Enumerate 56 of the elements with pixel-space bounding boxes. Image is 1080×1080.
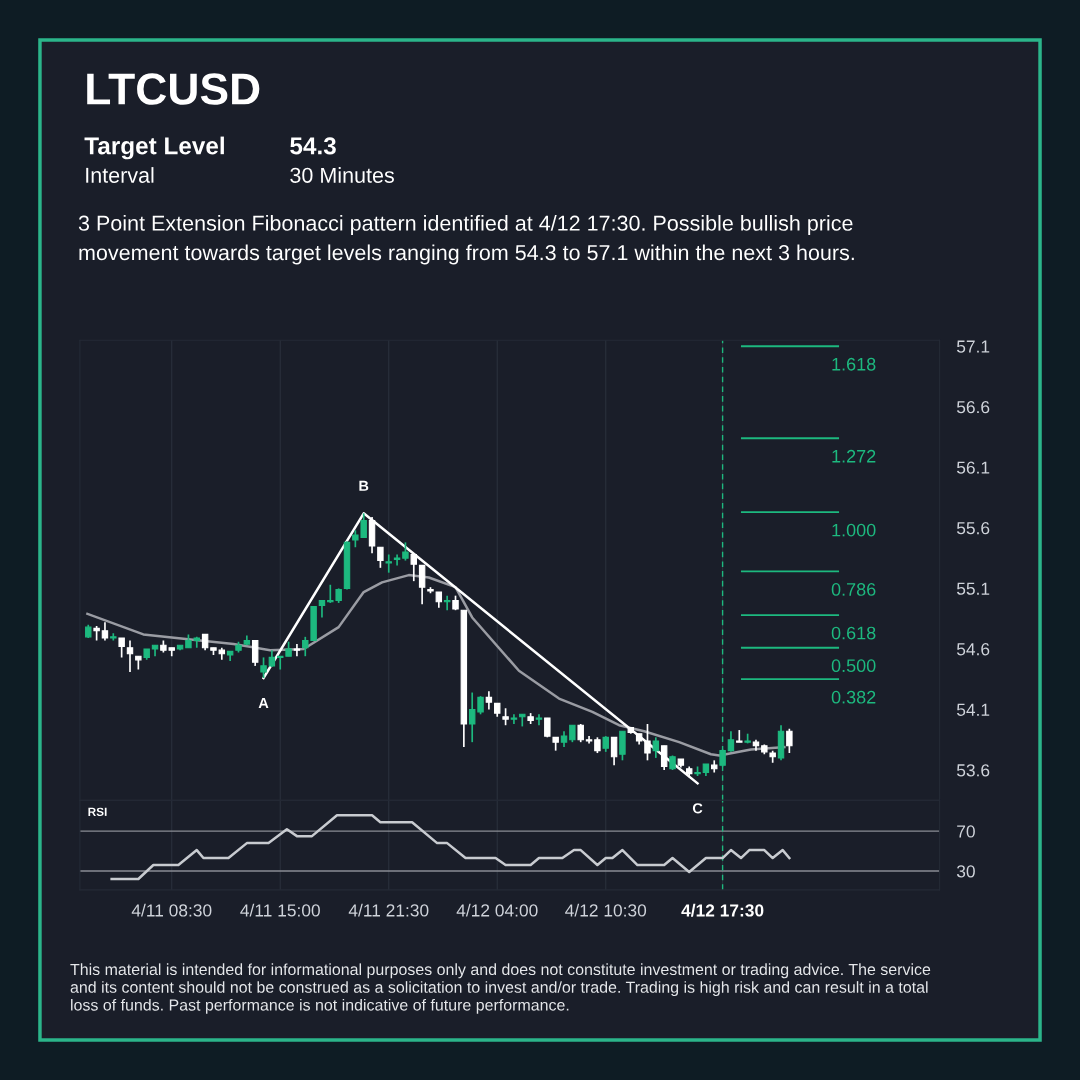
x-tick-label: 4/12 17:30 [681,903,764,917]
y-tick-label: 55.1 [956,582,990,595]
candlestick [786,728,793,754]
x-tick-label: 4/11 21:30 [348,903,429,917]
candlestick [660,744,668,771]
annotation: B [359,480,369,491]
candlestick [610,736,618,767]
text: 30 Minutes [290,167,394,183]
annotation: 1.618 [832,357,876,371]
y-tick-label: 70 [957,825,975,838]
chart-subtitle: 3 Point Extension Fibonacci pattern identified at 4/12 17:30. Possible bullish price movement towards target levels ranging from 54.3 to 57.1 within the next 3 hours. [78,215,854,265]
y-tick-label: 54.1 [956,703,990,716]
candlestick [519,713,526,728]
annotation: C [692,803,703,814]
chart-title: RSI [88,807,107,816]
annotation: 0.500 [831,659,876,673]
candlestick [385,553,392,574]
candlestick [251,639,259,667]
candlestick [410,553,418,582]
y-tick-label: 56.6 [956,400,990,414]
annotation: 0.786 [831,583,876,596]
annotation: 1.272 [832,449,876,463]
text: 54.3 [290,137,336,155]
annotation: 0.618 [831,626,876,640]
chart-title: LTCUSD [87,73,260,105]
x-tick-label: 4/11 15:00 [240,903,320,917]
y-tick-label: 55.6 [956,522,990,535]
candlestick [293,643,301,658]
candlestick [652,736,660,759]
annotation: A [258,697,269,709]
text: Interval [86,167,154,183]
candlestick [577,723,584,743]
text: Target Level [84,136,224,160]
candlestick [118,637,125,659]
x-tick-label: 4/12 04:00 [456,903,538,917]
y-tick-label: 53.6 [956,764,990,777]
annotation: 1.000 [832,523,876,537]
candlestick [619,730,626,762]
candlestick [126,639,134,673]
y-tick-label: 56.1 [956,461,990,474]
candlestick [377,546,384,569]
candlestick [727,730,735,753]
x-tick-label: 4/11 08:30 [131,903,212,917]
text: This material is intended for informational purposes only and does not constitute investment or trading advice. The service and its content should not be construed as a solicitation to invest and/or trade. Trading is high risk and can result in a total loss of funds. Past performance is not indicative of future performance. [70,963,931,1014]
y-tick-label: 57.1 [956,340,990,353]
candlestick [418,564,426,605]
candlestick [402,541,409,562]
candlestick [101,621,109,642]
candlestick [736,729,743,743]
y-tick-label: 30 [956,865,975,878]
candlestick [260,656,267,679]
annotation: 0.382 [831,690,876,704]
x-tick-label: 4/12 10:30 [565,903,647,917]
candlestick [644,723,651,762]
candlestick [485,690,493,711]
y-tick-label: 54.6 [956,643,990,656]
